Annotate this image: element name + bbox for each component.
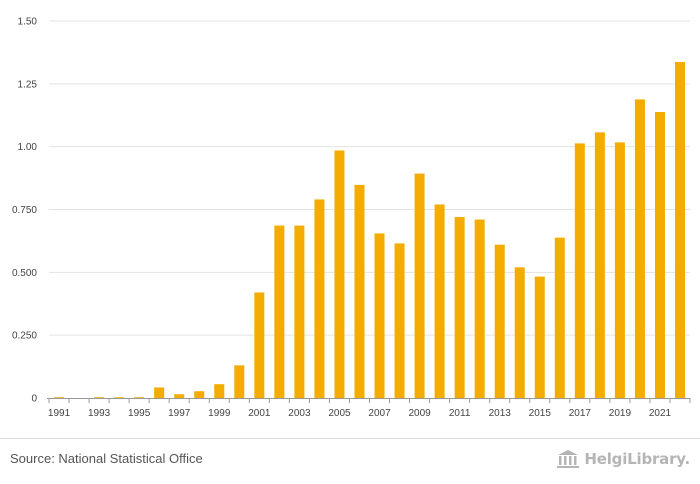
- x-tick-label: 2017: [569, 408, 592, 419]
- source-note: Source: National Statistical Office: [10, 451, 203, 466]
- brand-logo[interactable]: HelgiLibrary.: [556, 448, 690, 470]
- y-tick-label: 0.500: [12, 268, 37, 279]
- bar-1995[interactable]: [134, 397, 145, 398]
- y-tick-label: 0.750: [12, 205, 37, 216]
- gridlines: [49, 20, 690, 336]
- y-tick-label: 0.250: [12, 331, 37, 342]
- x-tick-label: 1991: [48, 408, 71, 419]
- x-tick-label: 1995: [128, 408, 151, 419]
- axes: [47, 398, 691, 403]
- bar-2022[interactable]: [674, 61, 685, 398]
- bar-2011[interactable]: [454, 217, 465, 398]
- y-tick-label: 1.50: [18, 17, 38, 28]
- chart-footer: Source: National Statistical Office Helg…: [0, 438, 700, 484]
- bar-2007[interactable]: [374, 233, 385, 398]
- bar-2021[interactable]: [654, 111, 665, 398]
- brand-name: HelgiLibrary.: [584, 450, 690, 468]
- bars: [54, 61, 685, 398]
- bar-2020[interactable]: [634, 99, 645, 398]
- bar-2000[interactable]: [234, 365, 245, 398]
- bar-2001[interactable]: [254, 292, 265, 398]
- x-tick-label: 2007: [368, 408, 391, 419]
- bar-2015[interactable]: [534, 276, 545, 398]
- bar-1997[interactable]: [174, 394, 185, 398]
- x-tick-label: 2011: [449, 408, 471, 419]
- bar-2016[interactable]: [554, 237, 565, 398]
- bar-2013[interactable]: [494, 244, 505, 398]
- y-tick-label: 1.00: [18, 142, 38, 153]
- bar-2008[interactable]: [394, 243, 405, 398]
- x-tick-label: 2021: [649, 408, 672, 419]
- x-tick-label: 2019: [609, 408, 632, 419]
- x-tick-label: 2003: [288, 408, 311, 419]
- bar-2004[interactable]: [314, 199, 325, 398]
- bar-1996[interactable]: [154, 387, 165, 398]
- bar-2009[interactable]: [414, 173, 425, 398]
- y-tick-labels: 0 0.250 0.500 0.750 1.00 1.25 1.50: [12, 17, 37, 405]
- bar-2017[interactable]: [574, 143, 585, 398]
- bar-1991[interactable]: [54, 397, 65, 398]
- bar-1994[interactable]: [114, 397, 125, 398]
- x-tick-label: 2001: [248, 408, 271, 419]
- x-tick-label: 2013: [489, 408, 512, 419]
- bar-1998[interactable]: [194, 391, 205, 398]
- library-columns-icon: [557, 450, 580, 468]
- x-tick-labels: 1991 1993 1995 1997 1999 2001 2003 2005 2007 2009…: [48, 408, 672, 419]
- bar-2014[interactable]: [514, 267, 525, 398]
- bar-2003[interactable]: [294, 225, 305, 398]
- y-tick-label: 1.25: [18, 79, 38, 90]
- x-tick-label: 2009: [408, 408, 431, 419]
- bar-2006[interactable]: [354, 184, 365, 398]
- bar-2012[interactable]: [474, 219, 485, 398]
- bar-2018[interactable]: [594, 132, 605, 398]
- bar-1993[interactable]: [94, 397, 105, 398]
- bar-2010[interactable]: [434, 204, 445, 398]
- x-tick-label: 1993: [88, 408, 111, 419]
- x-tick-label: 1997: [168, 408, 191, 419]
- x-tick-label: 1999: [208, 408, 231, 419]
- y-tick-label: 0: [31, 394, 37, 405]
- bar-2019[interactable]: [614, 142, 625, 398]
- bar-1999[interactable]: [214, 384, 225, 398]
- x-tick-label: 2015: [529, 408, 552, 419]
- bar-2005[interactable]: [334, 150, 345, 398]
- x-tick-label: 2005: [328, 408, 351, 419]
- bar-2002[interactable]: [274, 225, 285, 398]
